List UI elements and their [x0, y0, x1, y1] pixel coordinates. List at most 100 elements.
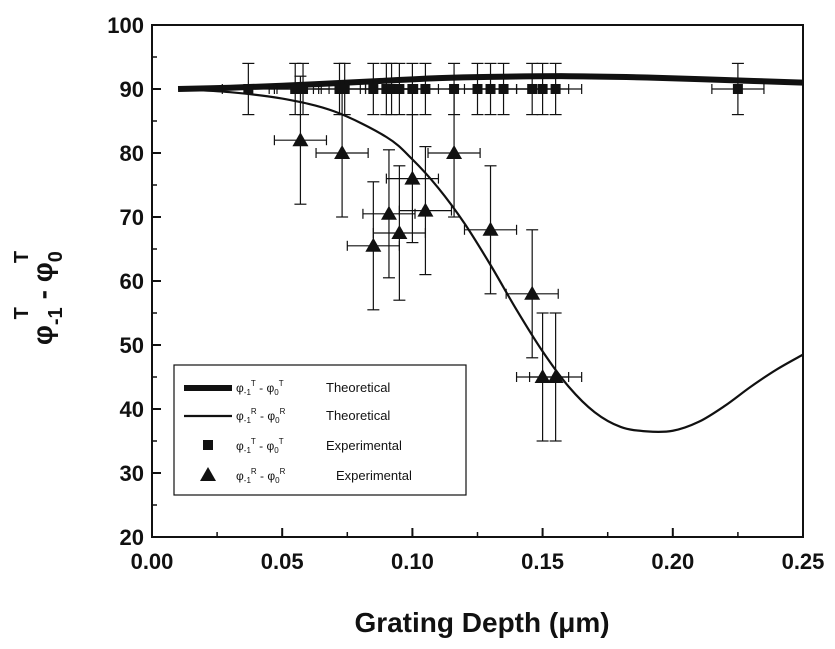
triangle-marker: [446, 145, 463, 159]
triangle-marker: [391, 225, 408, 239]
triangle-marker: [482, 221, 499, 236]
square-marker: [368, 84, 379, 94]
legend-entry-2: φ-1R - φ0R Theoretical: [184, 407, 390, 425]
triangle-marker: [334, 145, 351, 159]
legend-1-sup-a: T: [251, 379, 256, 388]
legend-3-sub-a: -1: [244, 446, 252, 455]
square-marker: [243, 84, 254, 94]
legend-3-sup-b: T: [279, 437, 284, 446]
y-title-minus: -: [27, 282, 58, 307]
y-tick-label: 50: [120, 333, 144, 358]
y-axis-title: φ-1T - φ0T: [11, 251, 67, 345]
legend-entry-1: φ-1T - φ0T Theoretical: [184, 379, 390, 397]
triangle-marker: [524, 285, 541, 300]
legend-1-sup-b: T: [279, 379, 284, 388]
triangle-marker: [404, 170, 421, 185]
legend-1-a: φ: [236, 381, 244, 395]
square-marker: [472, 84, 483, 94]
theoretical-t-line: [177, 73, 803, 92]
legend-4-b: φ: [267, 469, 275, 483]
legend-1-sub-a: -1: [244, 388, 252, 397]
legend-4-sub-a: -1: [244, 476, 252, 485]
square-marker: [498, 84, 509, 94]
legend-4-sup-a: R: [251, 467, 257, 476]
y-tick-label: 80: [120, 141, 144, 166]
y-title-symbol-b: φ: [27, 262, 58, 282]
triangle-marker: [365, 237, 382, 252]
legend-swatch-triangle: [200, 467, 216, 481]
square-marker: [290, 84, 301, 94]
legend-3-sub-b: 0: [274, 446, 279, 455]
legend-2-label: Theoretical: [326, 408, 390, 423]
x-tick-labels: 0.00 0.05 0.10 0.15 0.20 0.25: [131, 549, 825, 574]
legend-4-sup-b: R: [280, 467, 286, 476]
svg-text:φ-1T - φ0T: φ-1T - φ0T: [236, 437, 284, 455]
y-tick-label: 100: [107, 13, 144, 38]
triangle-marker: [417, 202, 434, 217]
square-marker: [732, 84, 743, 94]
y-title-sub-b: 0: [45, 251, 67, 262]
square-marker: [334, 84, 345, 94]
legend-2-b: φ: [267, 409, 275, 423]
square-marker: [381, 84, 392, 94]
square-marker: [537, 84, 548, 94]
legend-1-b: φ: [266, 381, 274, 395]
x-tick-label: 0.10: [391, 549, 434, 574]
legend-2-sup-b: R: [280, 407, 286, 416]
triangle-marker: [380, 205, 397, 220]
y-title-symbol-a: φ: [27, 325, 58, 345]
legend-3-sup-a: T: [251, 437, 256, 446]
square-marker: [386, 84, 397, 94]
triangle-marker: [547, 369, 564, 383]
x-tick-label: 0.00: [131, 549, 174, 574]
legend-entry-4: φ-1R - φ0R Experimental: [200, 467, 412, 485]
legend-2-a: φ: [236, 409, 244, 423]
square-marker: [394, 84, 405, 94]
y-tick-label: 20: [120, 525, 144, 550]
square-marker: [407, 84, 418, 94]
square-marker: [339, 84, 350, 94]
x-tick-label: 0.25: [782, 549, 825, 574]
legend-1-label: Theoretical: [326, 380, 390, 395]
legend-2-sup-a: R: [251, 407, 257, 416]
square-marker: [449, 84, 460, 94]
triangle-marker: [292, 132, 309, 147]
x-tick-label: 0.05: [261, 549, 304, 574]
legend-3-b: φ: [266, 439, 274, 453]
square-marker: [298, 84, 309, 94]
y-tick-label: 70: [120, 205, 144, 230]
legend-4-label: Experimental: [336, 468, 412, 483]
triangle-marker: [534, 369, 551, 383]
y-title-sub-a: -1: [45, 307, 67, 325]
x-axis-title: Grating Depth (μm): [354, 607, 609, 638]
square-marker: [527, 84, 538, 94]
legend-2-sub-a: -1: [244, 416, 252, 425]
axis-ticks: [151, 24, 804, 538]
y-tick-label: 90: [120, 77, 144, 102]
legend-3-label: Experimental: [326, 438, 402, 453]
y-tick-label: 60: [120, 269, 144, 294]
legend-4-sub-b: 0: [275, 476, 280, 485]
legend-entry-3: φ-1T - φ0T Experimental: [203, 437, 402, 455]
y-title-sup-a: T: [11, 307, 33, 319]
x-tick-label: 0.20: [651, 549, 694, 574]
square-marker: [485, 84, 496, 94]
square-marker: [550, 84, 561, 94]
y-tick-label: 40: [120, 397, 144, 422]
y-tick-labels: 20 30 40 50 60 70 80 90 100: [107, 13, 144, 550]
legend-swatch-square: [203, 440, 213, 450]
data-markers: [243, 84, 743, 383]
legend-1-sub-b: 0: [274, 388, 279, 397]
legend: φ-1T - φ0T Theoretical φ-1R - φ0R Theore…: [173, 364, 467, 496]
square-marker: [420, 84, 431, 94]
legend-box: [173, 364, 467, 496]
y-title-sup-b: T: [11, 251, 33, 263]
svg-text:φ-1T - φ0T: φ-1T - φ0T: [236, 379, 284, 397]
legend-2-sub-b: 0: [275, 416, 280, 425]
legend-3-a: φ: [236, 439, 244, 453]
svg-text:φ-1T - φ0T: φ-1T - φ0T: [11, 251, 67, 345]
y-tick-label: 30: [120, 461, 144, 486]
legend-4-a: φ: [236, 469, 244, 483]
svg-text:φ-1R - φ0R: φ-1R - φ0R: [236, 407, 286, 425]
